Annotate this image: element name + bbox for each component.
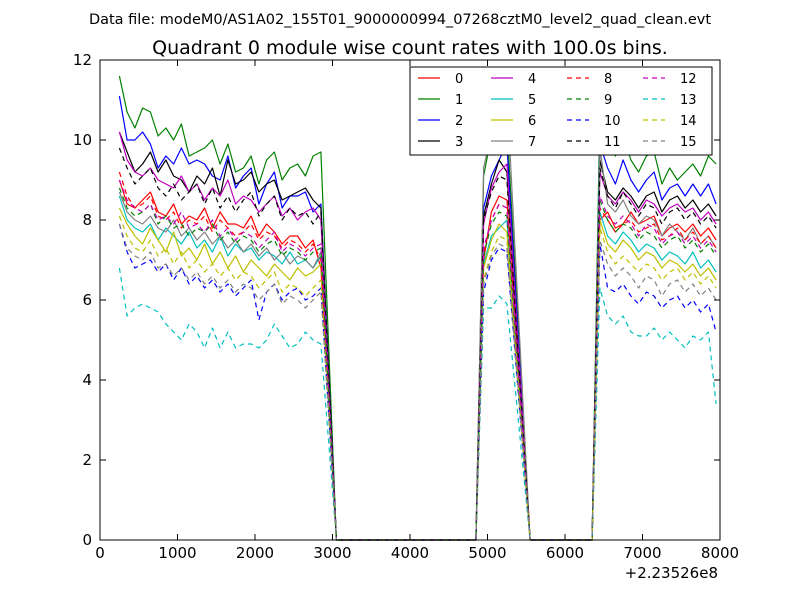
y-tick-label: 4 [82,371,92,389]
legend-label: 5 [528,93,536,108]
legend-frame [409,66,713,156]
legend-label: 3 [455,135,463,150]
legend-label: 4 [528,72,536,87]
legend-label: 14 [680,114,697,129]
x-tick-label: 4000 [391,544,429,562]
legend-label: 0 [455,72,463,87]
tick-layer: 0 1000 2000 3000 4000 5000 6000 7000 80000246810… [73,51,739,562]
x-offset-label: +2.23526e8 [625,564,718,582]
series-line-15 [118,223,717,541]
y-tick-label: 12 [73,51,92,69]
legend-label: 15 [680,135,697,150]
x-tick-label: 6000 [546,544,584,562]
y-tick-label: 2 [82,451,92,469]
x-tick-label: 7000 [623,544,661,562]
legend-label: 1 [455,93,463,108]
y-tick-label: 0 [82,531,92,549]
legend-label: 6 [528,114,536,129]
legend-label: 10 [604,114,621,129]
chart-title: Quadrant 0 module wise count rates with … [152,37,668,59]
series-line-14 [118,215,717,541]
legend-label: 11 [604,135,621,150]
legend-label: 13 [680,93,697,108]
x-tick-label: 2000 [236,544,274,562]
legend-label: 7 [528,135,536,150]
y-tick-label: 8 [82,211,92,229]
y-tick-label: 10 [73,131,92,149]
x-tick-label: 1000 [158,544,196,562]
x-tick-label: 8000 [701,544,739,562]
chart-suptitle: Data file: modeM0/AS1A02_155T01_90000009… [89,12,711,28]
x-tick-label: 5000 [468,544,506,562]
legend-label: 9 [604,93,612,108]
legend-label: 2 [455,114,463,129]
legend-label: 8 [604,72,612,87]
x-tick-label: 0 [95,544,105,562]
legend-label: 12 [680,72,697,87]
x-tick-label: 3000 [313,544,351,562]
y-tick-label: 6 [82,291,92,309]
